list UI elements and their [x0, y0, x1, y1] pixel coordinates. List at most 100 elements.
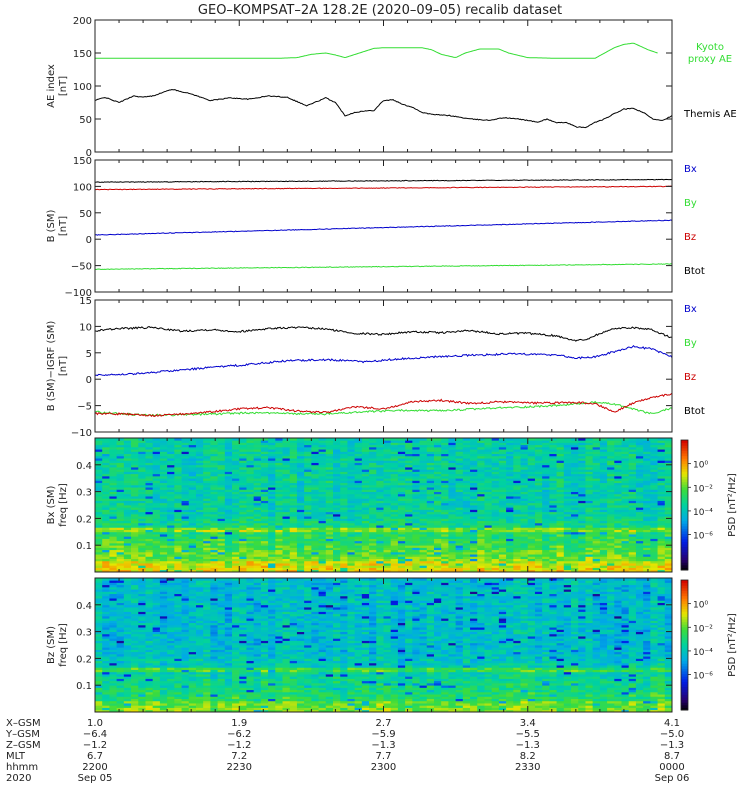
spectrogram-cell: [643, 507, 651, 510]
spectrogram-cell: [470, 522, 478, 526]
spectrogram-cell: [643, 522, 651, 526]
spectrogram-cell: [650, 473, 658, 477]
spectrogram-cell: [441, 493, 449, 497]
spectrogram-cell: [527, 493, 536, 497]
spectrogram-cell: [181, 473, 190, 477]
spectrogram-cell: [628, 505, 637, 508]
spectrogram-cell: [419, 444, 428, 448]
spectrogram-cell: [426, 482, 435, 486]
spectrogram-cell: [556, 547, 565, 551]
spectrogram-cell: [571, 542, 579, 546]
spectrogram-cell: [477, 565, 485, 568]
spectrogram-cell: [585, 469, 594, 472]
spectrogram-cell: [462, 527, 471, 530]
spectrogram-cell: [650, 529, 658, 533]
spectrogram-cell: [484, 482, 493, 486]
spectrogram-cell: [159, 505, 168, 508]
spectrogram-cell: [95, 536, 103, 539]
spectrogram-cell: [253, 482, 262, 486]
spectrogram-cell: [145, 522, 154, 526]
spectrogram-cell: [239, 489, 247, 492]
spectrogram-cell: [520, 540, 529, 544]
spectrogram-cell: [210, 565, 219, 568]
spectrogram-cell: [441, 478, 449, 481]
spectrogram-cell: [549, 522, 557, 526]
spectrogram-cell: [419, 455, 428, 459]
spectrogram-cell: [109, 554, 118, 557]
spectrogram-cell: [102, 511, 110, 515]
spectrogram-cell: [397, 455, 406, 459]
spectrogram-cell: [657, 531, 666, 535]
spectrogram-cell: [534, 442, 543, 446]
spectrogram-cell: [282, 446, 291, 450]
spectrogram-cell: [556, 536, 565, 539]
spectrogram-cell: [571, 554, 579, 557]
spectrogram-cell: [275, 475, 283, 479]
spectrogram-cell: [527, 464, 536, 468]
spectrogram-cell: [333, 549, 341, 553]
spectrogram-cell: [542, 516, 550, 519]
spectrogram-cell: [131, 471, 139, 475]
spectrogram-cell: [268, 442, 276, 446]
spectrogram-cell: [167, 487, 175, 490]
spectrogram-cell: [304, 558, 312, 562]
spectrogram-cell: [643, 498, 651, 501]
spectrogram-cell: [159, 451, 168, 455]
spectrogram-cell: [203, 507, 211, 510]
spectrogram-cell: [116, 467, 125, 470]
spectrogram-cell: [268, 520, 276, 524]
spectrogram-cell: [217, 531, 226, 535]
spectrogram-cell: [462, 482, 471, 486]
spectrogram-cell: [477, 505, 485, 508]
spectrogram-cell: [289, 464, 298, 468]
spectrogram-cell: [304, 482, 312, 486]
spectrogram-cell: [506, 536, 514, 539]
spectrogram-cell: [390, 458, 399, 461]
spectrogram-cell: [188, 475, 197, 479]
spectrogram-cell: [643, 547, 651, 551]
spectrogram-cell: [578, 551, 586, 555]
spectrogram-cell: [224, 522, 233, 526]
spectrogram-cell: [347, 451, 356, 455]
spectrogram-cell: [534, 554, 543, 557]
spectrogram-cell: [159, 518, 168, 522]
spectrogram-cell: [470, 563, 478, 566]
spectrogram-cell: [239, 542, 247, 546]
spectrogram-cell: [412, 520, 420, 524]
spectrogram-cell: [448, 509, 457, 513]
spectrogram-cell: [203, 453, 211, 457]
spectrogram-cell: [253, 516, 262, 519]
spectrogram-cell: [296, 563, 305, 566]
spectrogram-cell: [123, 507, 132, 510]
spectrogram-cell: [109, 518, 118, 522]
spectrogram-cell: [131, 558, 139, 562]
spectrogram-cell: [311, 475, 319, 479]
spectrogram-cell: [556, 469, 565, 472]
spectrogram-cell: [628, 500, 637, 504]
spectrogram-cell: [289, 442, 298, 446]
spectrogram-cell: [498, 498, 507, 501]
spectrogram-cell: [542, 489, 550, 492]
spectrogram-cell: [513, 536, 521, 539]
spectrogram-cell: [441, 509, 449, 513]
spectrogram-cell: [599, 458, 608, 461]
spectrogram-cell: [239, 487, 247, 490]
spectrogram-cell: [527, 498, 536, 501]
spectrogram-cell: [383, 480, 392, 484]
spectrogram-cell: [296, 473, 305, 477]
spectrogram-cell: [607, 467, 615, 470]
spectrogram-cell: [304, 518, 312, 522]
spectrogram-cell: [95, 538, 103, 542]
spectrogram-cell: [491, 534, 500, 537]
spectrogram-cell: [506, 529, 514, 533]
spectrogram-cell: [549, 540, 557, 544]
spectrogram-cell: [621, 484, 630, 488]
spectrogram-cell: [448, 522, 457, 526]
spectrogram-cell: [643, 467, 651, 470]
spectrogram-cell: [571, 458, 579, 461]
spectrogram-cell: [441, 458, 449, 461]
spectrogram-cell: [210, 460, 219, 463]
spectrogram-cell: [534, 460, 543, 463]
spectrogram-cell: [527, 565, 536, 568]
spectrogram-cell: [426, 446, 435, 450]
